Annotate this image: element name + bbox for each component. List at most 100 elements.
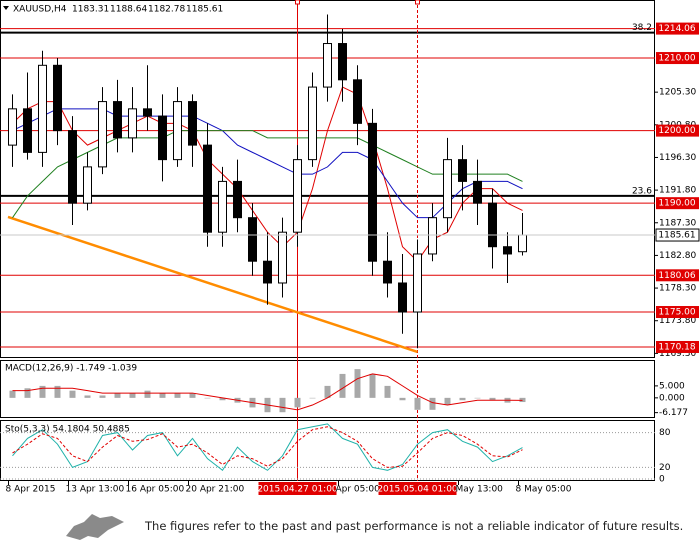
macd-bar — [189, 393, 196, 398]
x-tick-label: Apr 05:00 — [336, 485, 381, 495]
moving-average — [12, 86, 523, 262]
level-label: 1214.06 — [658, 24, 695, 34]
fib-label: 38.2 — [632, 23, 652, 33]
menu-icon — [3, 6, 9, 10]
macd-bar — [114, 393, 121, 398]
candle-body — [188, 101, 197, 146]
candle-body — [323, 43, 332, 88]
y-tick-label: 1178.30 — [659, 284, 696, 294]
y-tick-label: 5.000 — [659, 381, 685, 391]
candle-body — [488, 202, 497, 248]
y-tick-label: 80 — [659, 428, 671, 438]
y-tick-label: 0 — [659, 475, 665, 485]
macd-bar — [324, 385, 331, 398]
y-tick-label: 1196.30 — [659, 153, 696, 163]
candle-body — [143, 108, 152, 117]
candle-body — [263, 260, 272, 284]
level-box — [656, 340, 699, 353]
x-tick-label: 16 Apr 05:00 — [126, 485, 185, 495]
macd-bar — [369, 373, 376, 398]
sto-main — [12, 423, 523, 472]
candle-body — [83, 166, 92, 204]
macd-bar — [444, 397, 451, 406]
price-label: 1185.61 — [658, 231, 695, 241]
y-tick-label: 1187.30 — [659, 218, 696, 228]
y-tick-label: -6.177 — [659, 408, 688, 418]
macd-bar — [39, 385, 46, 398]
level-box — [656, 52, 699, 65]
macd-bar — [99, 395, 106, 398]
macd-bar — [84, 395, 91, 398]
macd-bar — [399, 397, 406, 401]
disclaimer: The figures refer to the past and past p… — [145, 519, 684, 533]
candle-body — [293, 159, 302, 233]
candle-body — [158, 115, 167, 161]
macd-bar — [354, 369, 361, 398]
fib-label: 23.6 — [632, 186, 652, 196]
y-tick-label: 1191.80 — [659, 186, 696, 196]
level-box — [656, 269, 699, 282]
candle-body — [113, 101, 122, 139]
candle-body — [203, 144, 212, 233]
candle-body — [233, 180, 242, 219]
level-box — [656, 124, 699, 137]
candle-body — [428, 217, 437, 255]
moving-average — [12, 108, 523, 219]
candle-body — [443, 159, 452, 219]
candle-body — [398, 282, 407, 313]
macd-bar — [489, 397, 496, 401]
x-marker-box — [378, 482, 457, 495]
candle-body — [173, 101, 182, 161]
trendline — [7, 215, 418, 354]
macd-bar — [279, 397, 286, 413]
y-tick-label: 0.000 — [659, 393, 685, 403]
candle-body — [383, 260, 392, 284]
vline-handle — [295, 0, 300, 5]
candle-body — [68, 130, 77, 204]
macd-bar — [474, 397, 481, 399]
y-tick-label: 1173.80 — [659, 316, 696, 326]
macd-bar — [144, 390, 151, 398]
macd-bar — [204, 397, 211, 399]
candle-body — [98, 101, 107, 168]
y-tick-label: 20 — [659, 463, 671, 473]
level-box — [656, 306, 699, 319]
level-label: 1180.06 — [658, 271, 695, 281]
x-marker-box — [258, 482, 337, 495]
level-label: 1170.18 — [658, 342, 695, 352]
level-label: 1175.00 — [658, 308, 695, 318]
ohlc-high: 1188.64 — [110, 5, 147, 15]
level-label: 1210.00 — [658, 54, 695, 64]
candle-body — [353, 79, 362, 124]
ohlc-open: 1183.31 — [72, 5, 109, 15]
vline-handle — [415, 0, 420, 5]
chart-title: XAUUSD,H4 — [13, 5, 67, 15]
x-tick-label: 2015.04.27 01:00 — [257, 485, 338, 495]
logo — [66, 514, 124, 540]
level-label: 1200.00 — [658, 126, 695, 136]
candle-body — [23, 108, 32, 153]
main-panel — [0, 0, 655, 358]
macd-bar — [69, 390, 76, 398]
macd-bar — [429, 397, 436, 410]
macd-bar — [309, 397, 316, 399]
y-tick-label: 1182.80 — [659, 251, 696, 261]
macd-bar — [54, 385, 61, 398]
candle-body — [413, 253, 422, 313]
macd-bar — [414, 397, 421, 410]
level-box — [656, 197, 699, 210]
candle-body — [518, 234, 527, 253]
level-label: 1190.00 — [658, 199, 695, 209]
candle-body — [368, 122, 377, 262]
panel-title: Sto(5,3,3) 54.1804 50.4885 — [5, 425, 130, 435]
macd-bar — [174, 393, 181, 398]
candle-body — [503, 246, 512, 255]
macd-bar — [24, 388, 31, 398]
macd-bar — [459, 397, 466, 401]
moving-average — [12, 130, 523, 218]
ohlc-low: 1182.78 — [148, 5, 185, 15]
candle-body — [38, 64, 47, 153]
macd-panel — [0, 360, 655, 418]
x-tick-label: 2015.05.04 01:00 — [377, 485, 458, 495]
x-tick-label: 8 May 05:00 — [516, 485, 572, 495]
